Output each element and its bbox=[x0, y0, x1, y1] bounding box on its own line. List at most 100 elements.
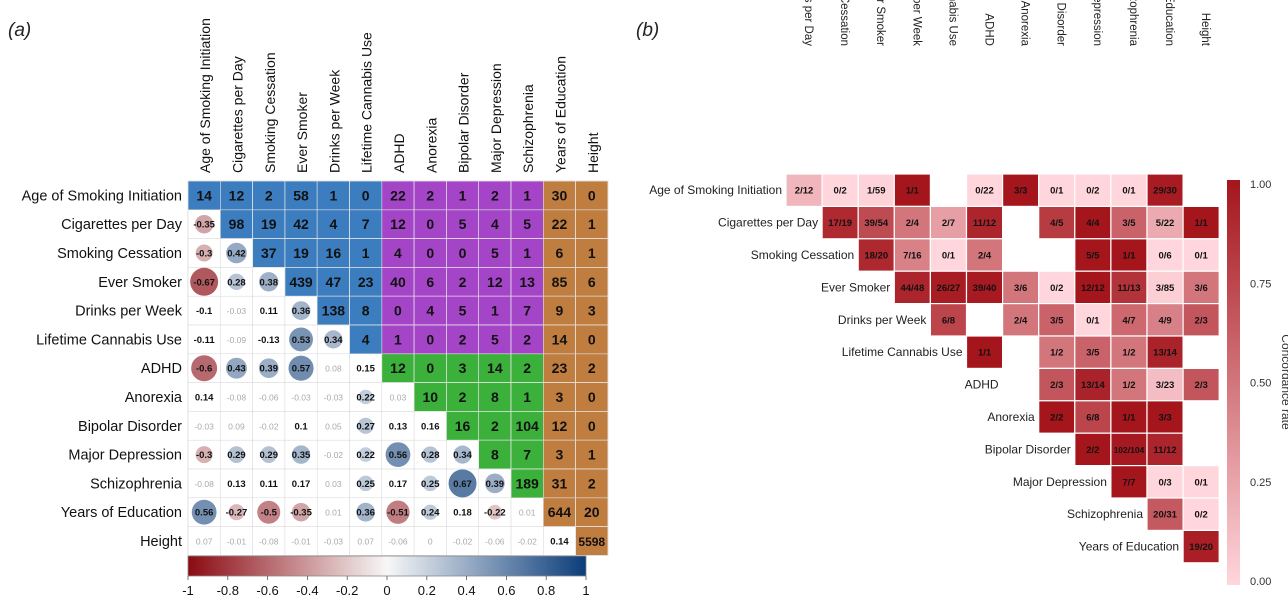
count-label: 0 bbox=[426, 245, 434, 261]
concordance-cell bbox=[1182, 367, 1220, 402]
count-cell bbox=[575, 238, 609, 268]
corr-cell bbox=[446, 497, 479, 527]
count-label: 37 bbox=[261, 245, 277, 261]
corr-circle bbox=[358, 389, 373, 405]
concordance-cell bbox=[1146, 173, 1184, 208]
concordance-label: 20/31 bbox=[1153, 510, 1177, 521]
corr-circle bbox=[357, 417, 374, 434]
row-label: ADHD bbox=[965, 378, 999, 392]
corr-label: -0.09 bbox=[227, 335, 247, 345]
colorbar-tick-label: 0.2 bbox=[418, 583, 436, 598]
corr-label: 0.36 bbox=[356, 508, 375, 519]
corr-label: 0.07 bbox=[357, 537, 374, 547]
count-label: 98 bbox=[229, 216, 245, 232]
concordance-label: 11/12 bbox=[973, 218, 996, 229]
count-cell bbox=[478, 411, 512, 441]
concordance-label: 44/48 bbox=[900, 283, 924, 294]
corr-label: -0.13 bbox=[258, 335, 280, 346]
count-label: 189 bbox=[515, 475, 539, 491]
count-label: 0 bbox=[394, 303, 402, 319]
corr-cell bbox=[187, 411, 221, 441]
count-label: 1 bbox=[523, 187, 531, 203]
concordance-label: 1/1 bbox=[978, 348, 992, 359]
count-label: 16 bbox=[326, 245, 342, 261]
corr-circle bbox=[228, 504, 245, 521]
concordance-cell bbox=[965, 335, 1004, 370]
corr-label: 0.24 bbox=[421, 508, 440, 519]
panel-b-label: (b) bbox=[636, 20, 660, 41]
concordance-label: 29/30 bbox=[1153, 186, 1177, 197]
count-label: 13 bbox=[519, 274, 535, 290]
corr-circle bbox=[226, 357, 247, 379]
concordance-label: 2/3 bbox=[1195, 380, 1208, 391]
concordance-cell bbox=[1182, 529, 1220, 564]
row-label: Anorexia bbox=[125, 390, 183, 406]
count-label: 1 bbox=[329, 187, 337, 203]
concordance-label: 0/1 bbox=[1195, 477, 1209, 488]
corr-label: 0.39 bbox=[486, 479, 505, 490]
count-label: 10 bbox=[422, 389, 438, 405]
concordance-label: 3/6 bbox=[1014, 283, 1027, 294]
column-label: Bipolar Disorder bbox=[456, 72, 472, 173]
column-label: ADHD bbox=[391, 133, 407, 173]
column-label: Smoking Cessation bbox=[838, 0, 850, 46]
corr-label: 0.01 bbox=[325, 508, 342, 518]
corr-label: -0.6 bbox=[196, 364, 212, 375]
count-label: 1 bbox=[588, 245, 596, 261]
count-label: 12 bbox=[390, 360, 406, 376]
corr-label: 0.17 bbox=[292, 479, 311, 490]
count-label: 2 bbox=[523, 331, 531, 347]
count-label: 19 bbox=[293, 245, 309, 261]
count-cell bbox=[381, 324, 415, 355]
corr-label: -0.06 bbox=[259, 393, 279, 403]
corr-label: 0.43 bbox=[227, 364, 246, 375]
concordance-cell bbox=[1146, 335, 1184, 370]
corr-label: 0 bbox=[428, 537, 433, 547]
count-label: 4 bbox=[329, 216, 337, 232]
concordance-label: 2/4 bbox=[906, 218, 920, 229]
corr-circle bbox=[259, 272, 279, 292]
corr-circle bbox=[358, 447, 373, 462]
count-label: 47 bbox=[326, 274, 342, 290]
corr-cell bbox=[187, 468, 221, 499]
count-cell bbox=[316, 238, 350, 268]
count-label: 4 bbox=[426, 303, 434, 319]
corr-label: -0.3 bbox=[196, 450, 212, 461]
colorbar-tick-label: -0.8 bbox=[217, 583, 239, 598]
corr-label: -0.02 bbox=[517, 537, 537, 547]
count-label: 0 bbox=[426, 216, 434, 232]
concordance-label: 39/40 bbox=[973, 283, 997, 294]
concordance-cell bbox=[1038, 303, 1076, 337]
corr-cell bbox=[510, 497, 544, 527]
count-label: 85 bbox=[552, 274, 568, 290]
corr-label: 0.36 bbox=[292, 306, 311, 317]
concordance-cell bbox=[893, 238, 931, 272]
count-label: 3 bbox=[459, 360, 467, 376]
corr-cell bbox=[316, 497, 350, 527]
column-label: Lifetime Cannabis Use bbox=[359, 32, 375, 173]
corr-label: -0.22 bbox=[484, 508, 506, 519]
count-label: 644 bbox=[548, 504, 572, 520]
count-cell bbox=[575, 324, 609, 355]
count-label: 0 bbox=[588, 187, 596, 203]
concordance-label: 3/23 bbox=[1156, 380, 1175, 391]
panel-a-label: (a) bbox=[8, 20, 32, 41]
colorbar-tick-label: 1.00 bbox=[1250, 179, 1271, 191]
concordance-cell bbox=[1146, 270, 1184, 305]
count-label: 12 bbox=[487, 274, 503, 290]
concordance-label: 1/2 bbox=[1122, 348, 1135, 359]
concordance-label: 1/2 bbox=[1050, 348, 1063, 359]
row-label: Age of Smoking Initiation bbox=[649, 183, 782, 197]
corr-cell bbox=[284, 382, 318, 412]
corr-circle bbox=[385, 442, 411, 467]
count-label: 104 bbox=[515, 418, 539, 434]
count-cell bbox=[446, 353, 479, 383]
corr-label: 0.67 bbox=[453, 479, 472, 490]
count-label: 14 bbox=[196, 187, 212, 203]
corr-label: 0.01 bbox=[519, 508, 536, 518]
corr-label: 0.34 bbox=[453, 450, 472, 461]
corr-circle bbox=[453, 445, 472, 464]
concordance-label: 7/7 bbox=[1122, 477, 1135, 488]
count-cell bbox=[220, 209, 253, 239]
